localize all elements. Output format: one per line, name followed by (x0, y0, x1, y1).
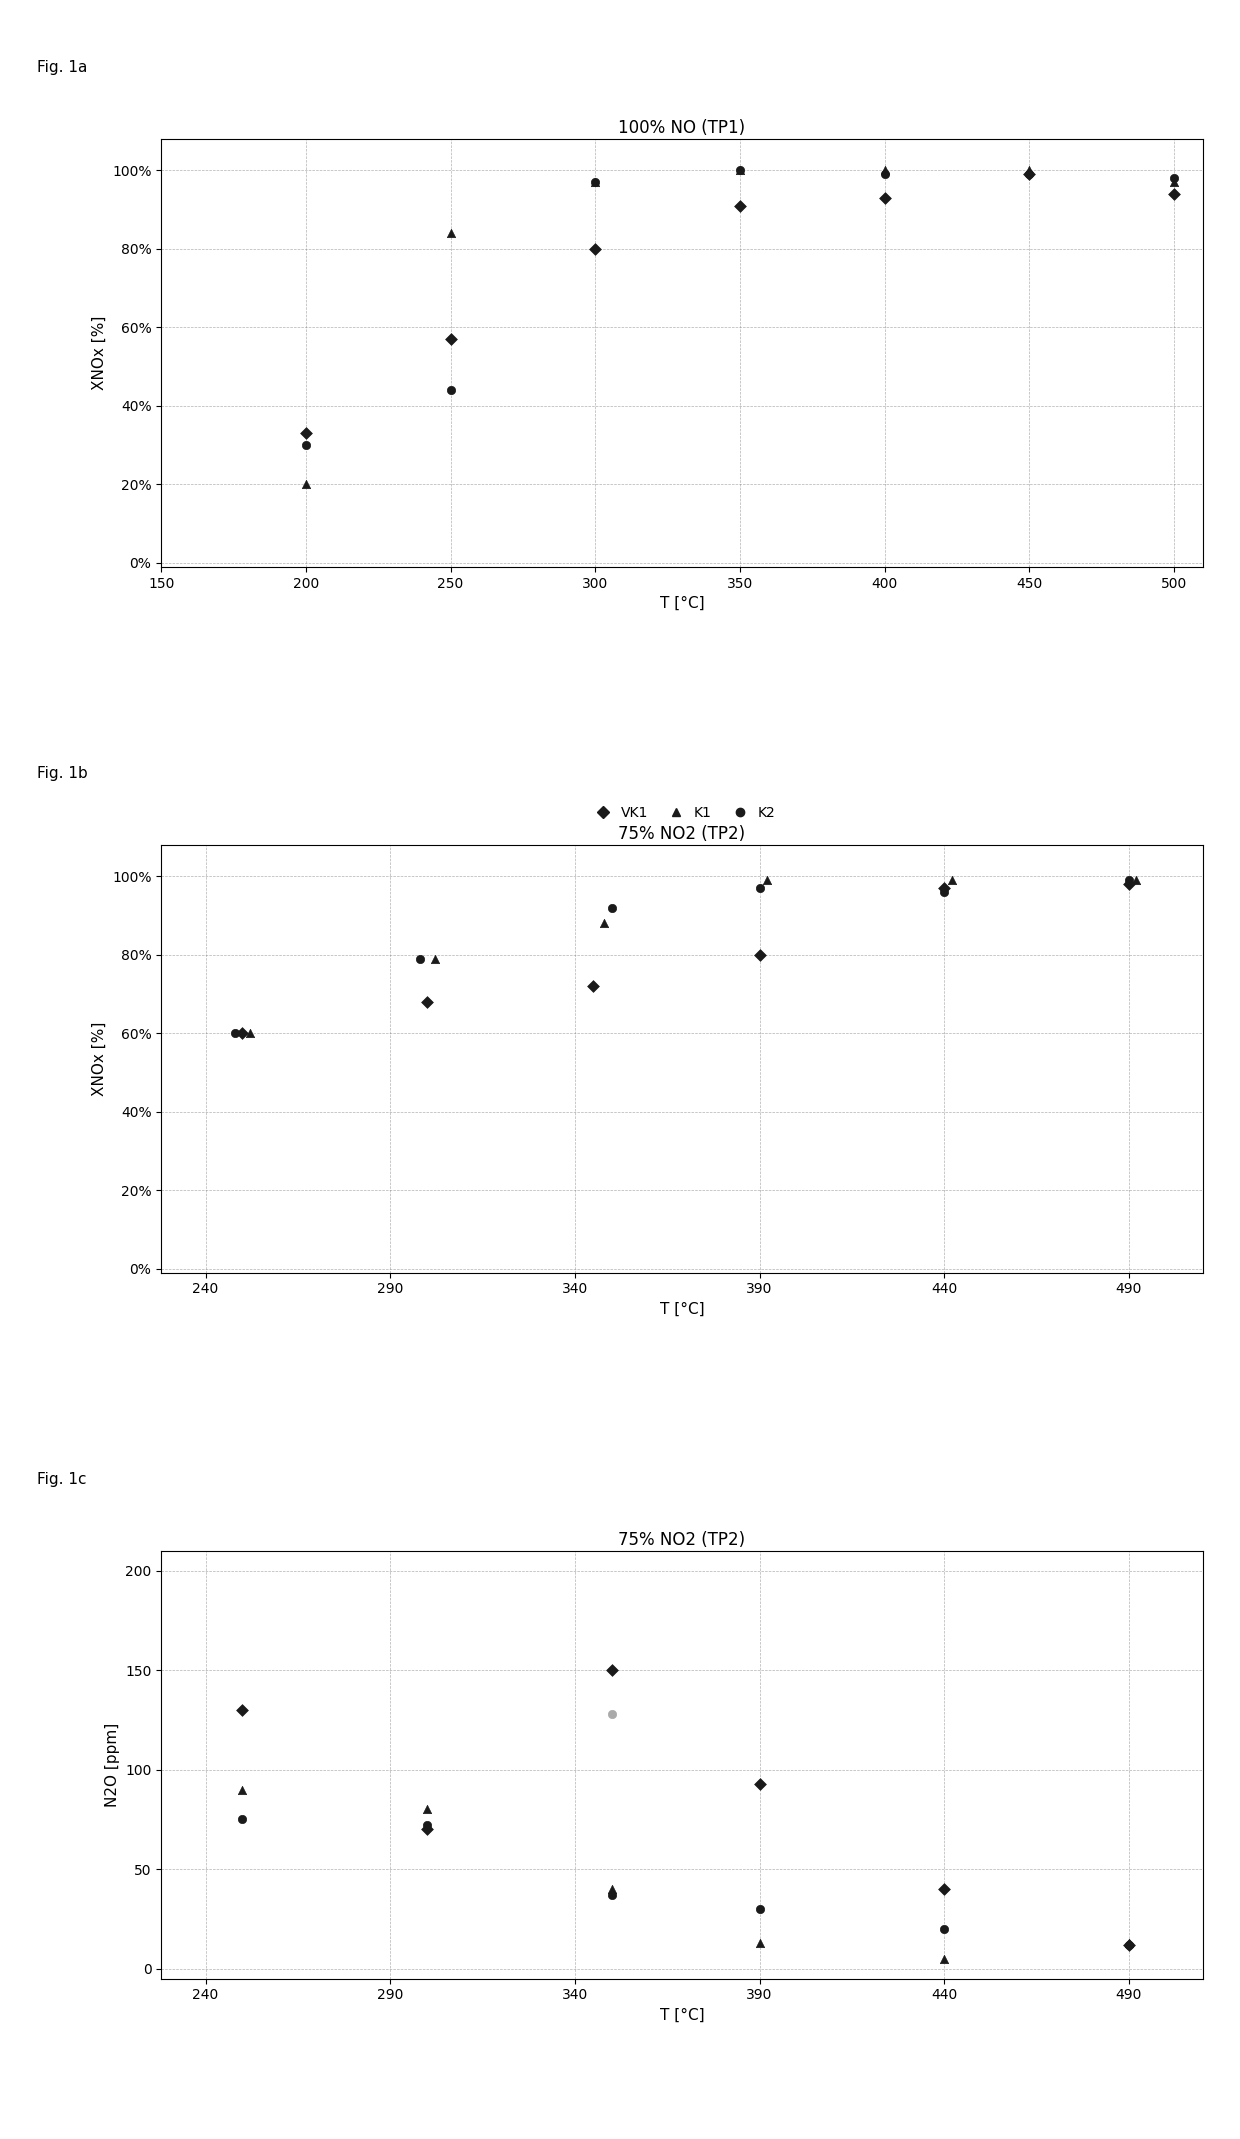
Point (601, 1878, 621, 1912)
Point (1118, 1925, 1138, 1959)
Point (417, 1807, 436, 1842)
Point (233, 1773, 253, 1807)
Point (1164, 165, 1184, 199)
Legend: VK1, K1, K2: VK1, K1, K2 (583, 800, 781, 826)
Point (941, 864, 961, 898)
Point (1118, 1927, 1138, 1961)
Point (296, 466, 316, 501)
Point (417, 1812, 436, 1846)
Title: 100% NO (TP1): 100% NO (TP1) (619, 120, 745, 137)
Point (1118, 864, 1138, 898)
Point (730, 154, 750, 188)
Point (226, 1016, 246, 1050)
Point (424, 941, 444, 975)
Point (934, 1872, 954, 1906)
Text: Fig. 1c: Fig. 1c (37, 1472, 87, 1487)
Point (410, 941, 430, 975)
Point (585, 165, 605, 199)
Point (934, 871, 954, 905)
Point (750, 871, 770, 905)
Point (440, 216, 460, 250)
Title: 75% NO2 (TP2): 75% NO2 (TP2) (619, 1532, 745, 1549)
Point (1126, 864, 1146, 898)
Point (233, 1692, 253, 1726)
Text: Fig. 1a: Fig. 1a (37, 60, 88, 75)
Point (440, 372, 460, 406)
Point (874, 154, 894, 188)
Legend: VK1, K1, K2: VK1, K1, K2 (583, 1561, 781, 1587)
Point (1019, 154, 1039, 188)
X-axis label: T [°C]: T [°C] (660, 1303, 704, 1318)
X-axis label: T [°C]: T [°C] (660, 597, 704, 612)
Point (750, 1925, 770, 1959)
Point (239, 1016, 259, 1050)
Title: 75% NO2 (TP2): 75% NO2 (TP2) (619, 826, 745, 843)
X-axis label: T [°C]: T [°C] (660, 2009, 704, 2023)
Point (585, 165, 605, 199)
Point (585, 231, 605, 265)
Point (233, 1016, 253, 1050)
Point (1019, 158, 1039, 193)
Point (233, 1803, 253, 1837)
Point (296, 428, 316, 462)
Point (874, 158, 894, 193)
Y-axis label: N2O [ppm]: N2O [ppm] (104, 1722, 119, 1807)
Point (750, 937, 770, 971)
Point (1019, 158, 1039, 193)
Point (874, 182, 894, 216)
Point (1164, 160, 1184, 195)
Point (417, 1792, 436, 1827)
Point (758, 864, 777, 898)
Point (440, 323, 460, 357)
Y-axis label: XNOx [%]: XNOx [%] (92, 317, 107, 389)
Point (934, 875, 954, 909)
Point (934, 1942, 954, 1976)
Point (750, 1767, 770, 1801)
Point (601, 1872, 621, 1906)
Text: Fig. 1b: Fig. 1b (37, 766, 88, 781)
Point (296, 417, 316, 451)
Point (750, 1891, 770, 1925)
Point (601, 890, 621, 924)
Point (934, 1912, 954, 1946)
Point (730, 154, 750, 188)
Point (1118, 1927, 1138, 1961)
Point (1164, 178, 1184, 212)
Point (601, 1696, 621, 1730)
Point (594, 907, 614, 941)
Y-axis label: XNOx [%]: XNOx [%] (92, 1022, 107, 1095)
Point (584, 969, 604, 1003)
Point (730, 188, 750, 222)
Point (1118, 866, 1138, 901)
Point (417, 984, 436, 1018)
Point (601, 1653, 621, 1688)
